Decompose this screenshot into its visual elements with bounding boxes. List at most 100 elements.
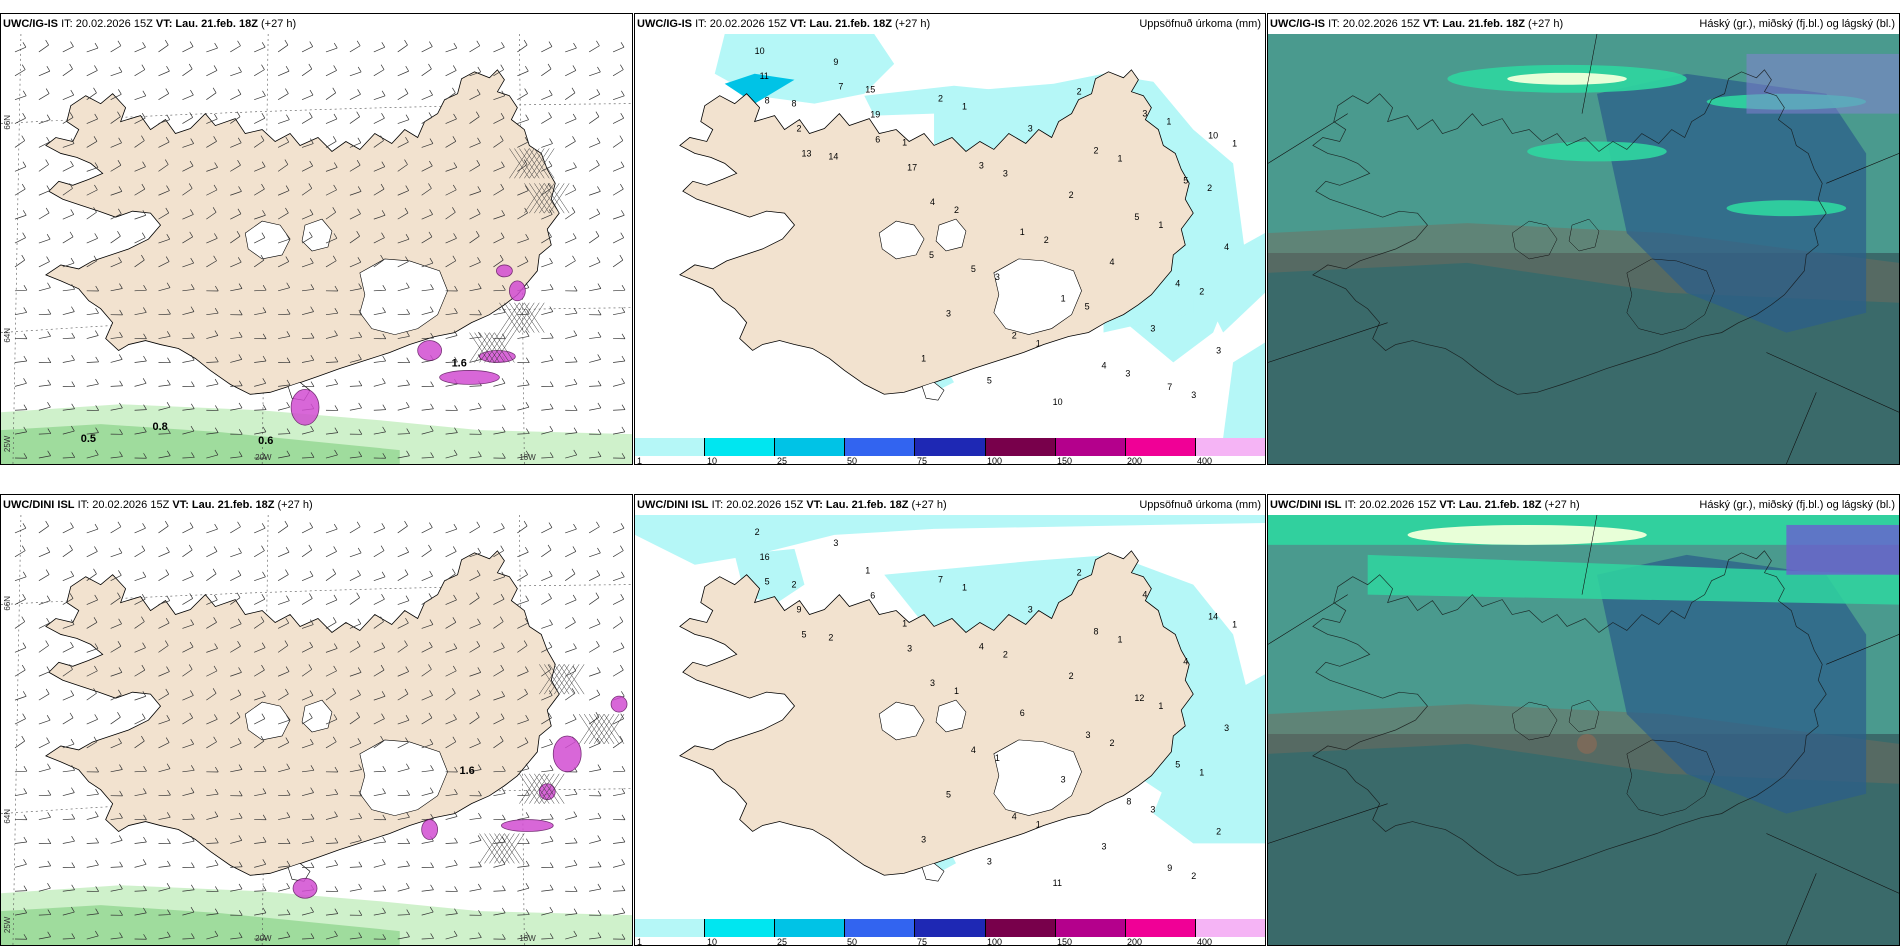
wind-barb [373, 691, 386, 701]
wind-barb [14, 232, 26, 244]
precip-value: 5 [801, 629, 806, 639]
wind-barb [445, 207, 456, 220]
wind-barb [38, 331, 51, 339]
wind-barb [62, 183, 73, 196]
wind-barb [445, 449, 458, 459]
wind-barb [349, 521, 361, 534]
wind-barb [14, 616, 26, 629]
precip-value: 5 [1175, 760, 1180, 770]
wind-barb [134, 859, 147, 868]
wind-barb [349, 429, 363, 435]
wind-barb [517, 65, 529, 77]
wind-barb [14, 713, 26, 725]
axis-label: 25W [3, 916, 12, 933]
colorbar-swatch [705, 919, 776, 937]
wind-barb [589, 790, 602, 797]
wind-barb [421, 664, 432, 677]
wind-barb [421, 765, 434, 773]
panel-wind-dini: UWC/DINI ISL IT: 20.02.2026 15Z VT: Lau.… [0, 494, 633, 946]
model-name: UWC/IG-IS [637, 18, 692, 30]
wind-barb [349, 208, 361, 220]
wind-barb [445, 688, 456, 701]
precip-value: 1 [1117, 634, 1122, 644]
lead-time: (+27 h) [1528, 18, 1564, 30]
wind-barb [301, 112, 313, 124]
wind-barb [421, 884, 434, 892]
wind-barb [541, 641, 553, 653]
colorbar: 1 10 25 50 75 100 150 200 400 [635, 919, 1265, 945]
precip-value: 3 [1102, 841, 1107, 851]
wind-barb [86, 643, 99, 653]
wind-barb [517, 308, 530, 316]
wind-barb [277, 65, 290, 77]
wind-barb [110, 380, 123, 387]
wind-barb [254, 594, 266, 605]
wind-barb [589, 186, 601, 196]
wind-barb [14, 285, 28, 292]
wind-barb [301, 522, 314, 534]
lead-time: (+27 h) [261, 18, 297, 30]
colorbar-swatch [985, 919, 1056, 937]
wind-barb [254, 664, 265, 677]
wind-barb [493, 113, 505, 124]
wind-barb [14, 307, 28, 316]
wind-barb [182, 112, 193, 124]
precip-value: 2 [792, 580, 797, 590]
wind-barb [373, 135, 384, 148]
wind-barb [206, 87, 217, 100]
wind-barb [86, 378, 99, 387]
wind-barb [589, 764, 602, 773]
wind-barb [565, 356, 578, 363]
wind-barb [110, 208, 122, 220]
wind-barb [349, 66, 362, 77]
wind-barb [301, 89, 314, 101]
hatch-area [524, 183, 570, 214]
wind-barb [14, 254, 26, 268]
wind-barb [301, 712, 313, 725]
wind-barb [469, 790, 482, 797]
panel-header: UWC/DINI ISL IT: 20.02.2026 15Z VT: Lau.… [1270, 499, 1580, 511]
wind-barb [445, 789, 458, 797]
wind-barb [421, 619, 434, 629]
colorbar-swatch [1195, 919, 1265, 937]
colorbar-swatch [845, 438, 916, 456]
colorbar-tick-label: 100 [987, 456, 1003, 465]
valid-time-label: VT: [1439, 499, 1456, 511]
wind-barb [134, 232, 146, 244]
axis-label: 64N [3, 328, 12, 343]
wind-barb [253, 735, 265, 749]
panel-header: UWC/IG-IS IT: 20.02.2026 15Z VT: Lau. 21… [637, 18, 930, 30]
wind-barb [469, 689, 481, 701]
wind-barb [469, 910, 482, 916]
precip-value: 2 [1069, 190, 1074, 200]
wind-barb [254, 523, 266, 534]
wind-barb [349, 883, 362, 892]
wind-barb [38, 812, 51, 820]
precip-value: 3 [1150, 805, 1155, 815]
precip-blob [552, 735, 582, 773]
wind-barb [421, 690, 433, 701]
wind-barb [517, 136, 529, 148]
wind-barb [254, 907, 267, 916]
wind-barb [565, 308, 578, 316]
wind-barb [373, 42, 386, 53]
wind-barb [493, 664, 505, 677]
wind-barb [588, 111, 600, 124]
wind-barb [182, 381, 195, 387]
wind-barb [349, 689, 361, 701]
wind-barb [206, 162, 218, 172]
wind-barb [110, 738, 122, 749]
wind-barb [589, 380, 602, 387]
wind-barb [182, 522, 194, 534]
wind-barb [373, 594, 385, 605]
panel-precip-igis: UWC/IG-IS IT: 20.02.2026 15Z VT: Lau. 21… [634, 13, 1266, 465]
wind-barb [349, 764, 362, 773]
wind-barb [206, 859, 219, 868]
wind-barb [14, 378, 27, 387]
wind-barb [230, 618, 242, 629]
wind-barb [230, 354, 243, 363]
wind-barb [397, 159, 408, 172]
wind-barb [230, 738, 242, 749]
wind-barb [230, 309, 243, 316]
wind-barb [588, 89, 601, 101]
